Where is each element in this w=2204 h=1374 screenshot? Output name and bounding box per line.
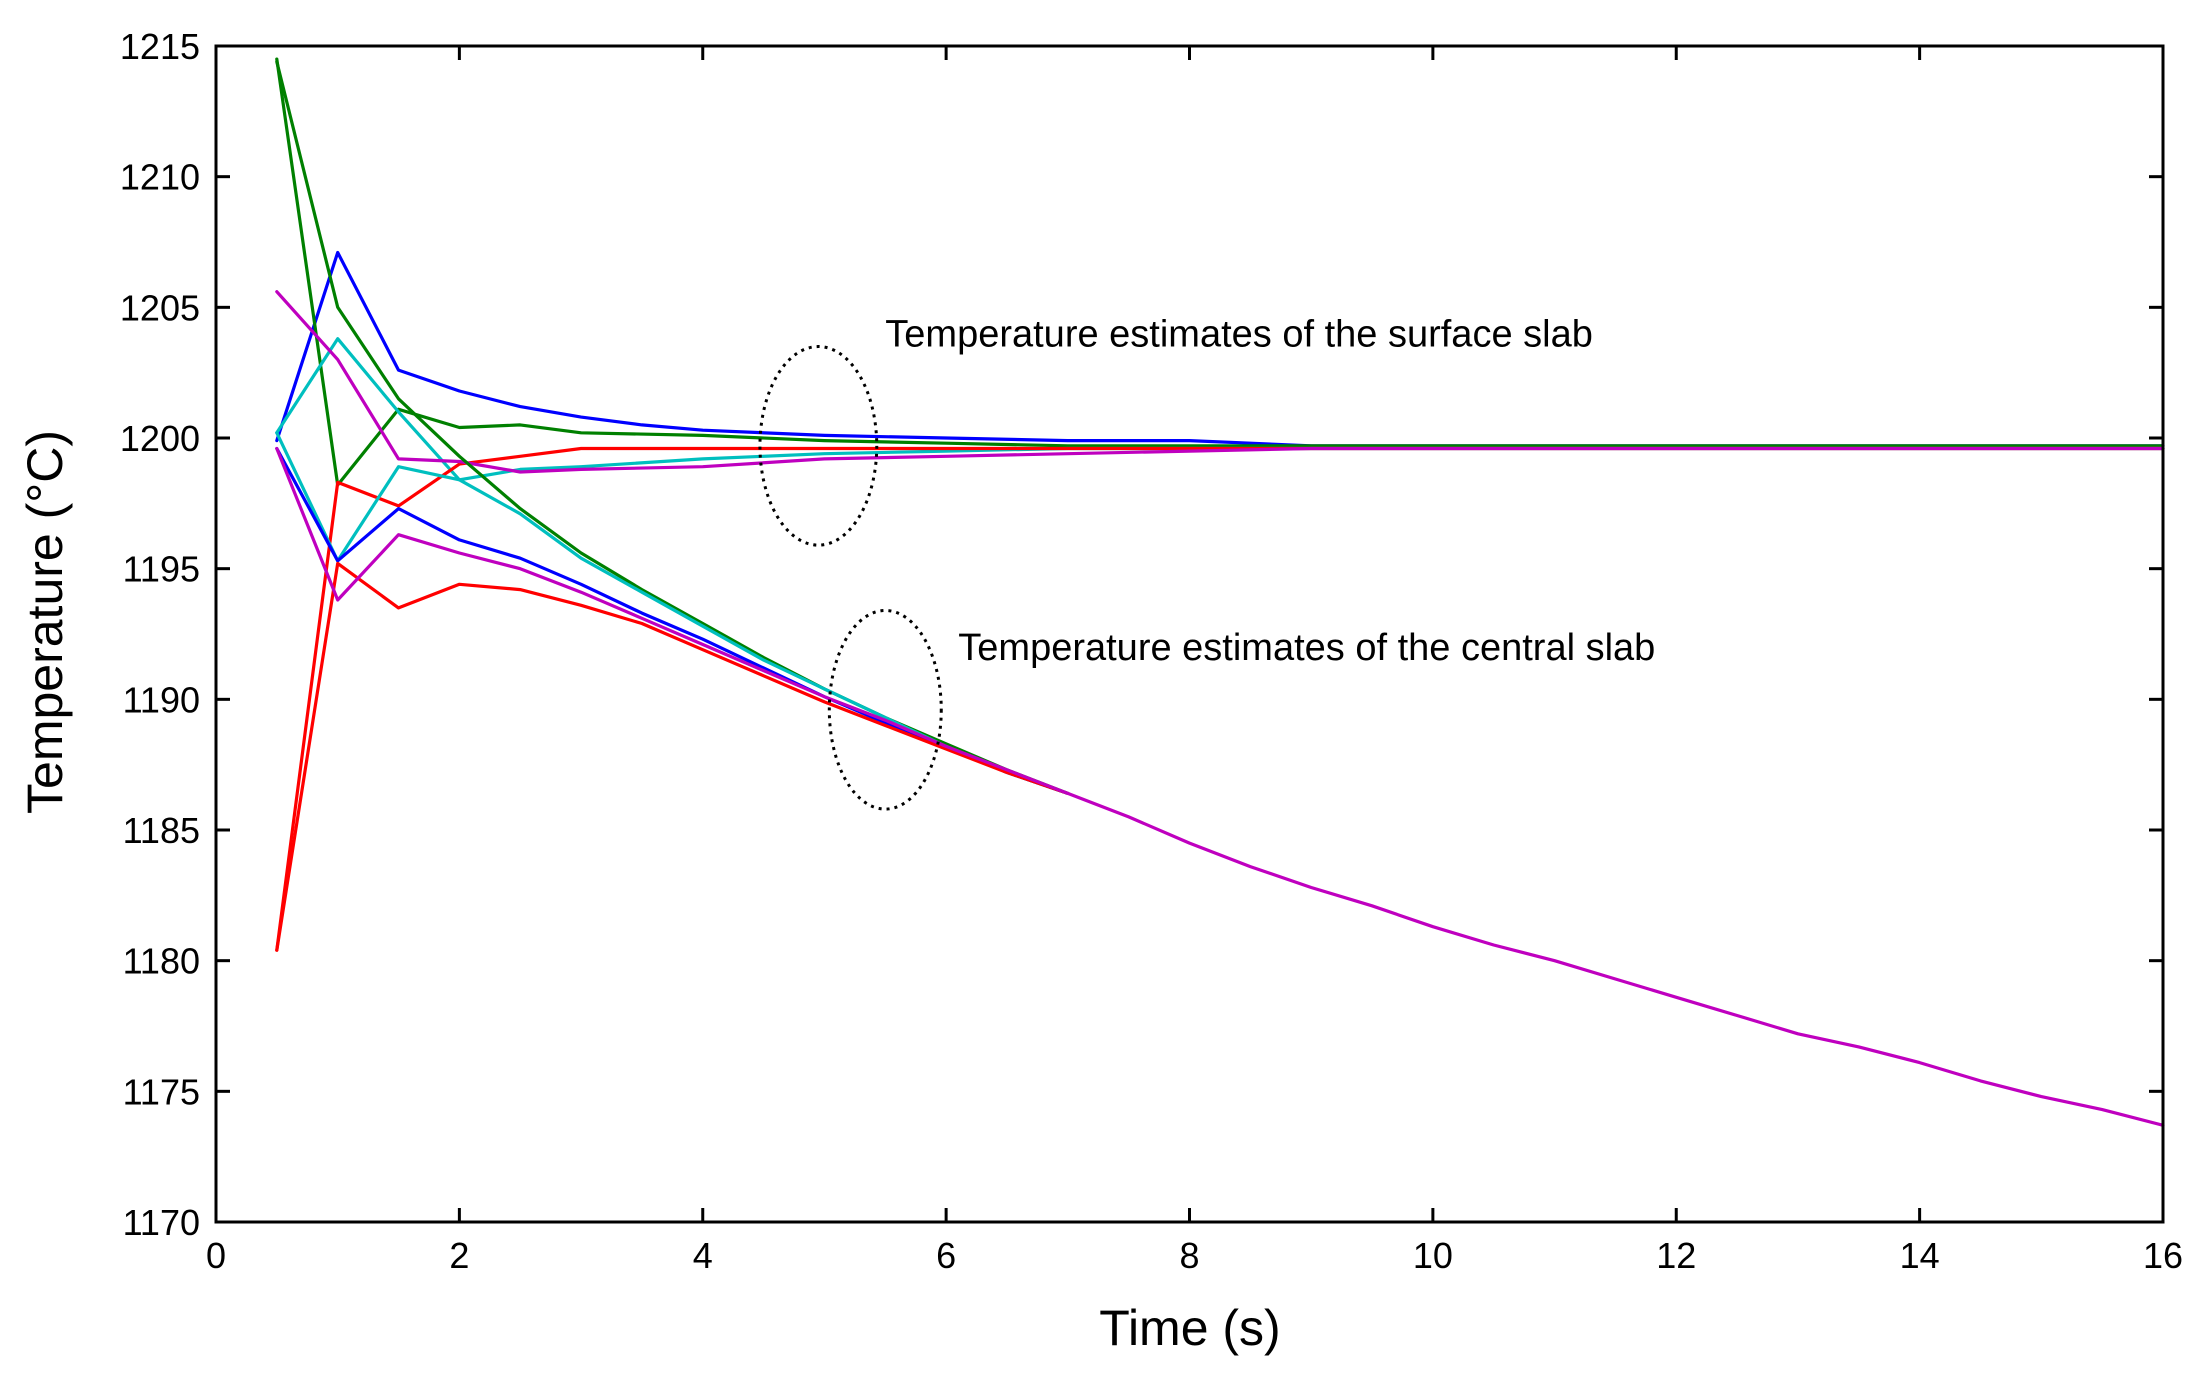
y-tick-label-1210: 1210	[120, 157, 200, 198]
x-tick-label-12: 12	[1656, 1235, 1696, 1276]
y-tick-label-1185: 1185	[123, 810, 200, 851]
x-tick-label-0: 0	[206, 1235, 226, 1276]
x-tick-label-10: 10	[1413, 1235, 1453, 1276]
y-tick-label-1195: 1195	[123, 549, 200, 590]
x-tick-label-2: 2	[449, 1235, 469, 1276]
annotation-ellipse-1	[758, 345, 879, 547]
y-axis-title: Temperature (°C)	[17, 430, 73, 814]
series-line-central-green	[275, 60, 1070, 796]
plot-layer: Temperature estimates of the surface sla…	[120, 26, 2183, 1276]
x-tick-label-8: 8	[1179, 1235, 1199, 1276]
series-line-central-magenta	[275, 446, 2165, 1127]
y-tick-label-1170: 1170	[123, 1202, 200, 1243]
annotation-ellipse-2	[827, 608, 943, 811]
x-tick-label-14: 14	[1900, 1235, 1940, 1276]
y-tick-label-1190: 1190	[123, 679, 200, 720]
series-line-surface-green	[275, 57, 2165, 487]
series-line-surface-red	[275, 446, 2165, 952]
series-line-central-blue	[275, 446, 1070, 796]
series-line-central-cyan	[275, 431, 1070, 796]
series-line-surface-magenta	[275, 290, 2165, 474]
series-line-surface-cyan	[275, 337, 2165, 482]
x-tick-label-6: 6	[936, 1235, 956, 1276]
y-tick-label-1200: 1200	[120, 418, 200, 459]
y-tick-label-1175: 1175	[123, 1071, 200, 1112]
x-axis-title: Time (s)	[1099, 1300, 1280, 1356]
y-tick-label-1205: 1205	[120, 287, 200, 328]
x-tick-label-16: 16	[2143, 1235, 2183, 1276]
y-tick-label-1215: 1215	[120, 26, 200, 67]
x-tick-label-4: 4	[693, 1235, 713, 1276]
y-tick-label-1180: 1180	[123, 941, 200, 982]
annotation-text-2: Temperature estimates of the central sla…	[958, 627, 1655, 669]
series-line-central-red	[275, 561, 1070, 952]
annotation-text-1: Temperature estimates of the surface sla…	[885, 314, 1593, 356]
